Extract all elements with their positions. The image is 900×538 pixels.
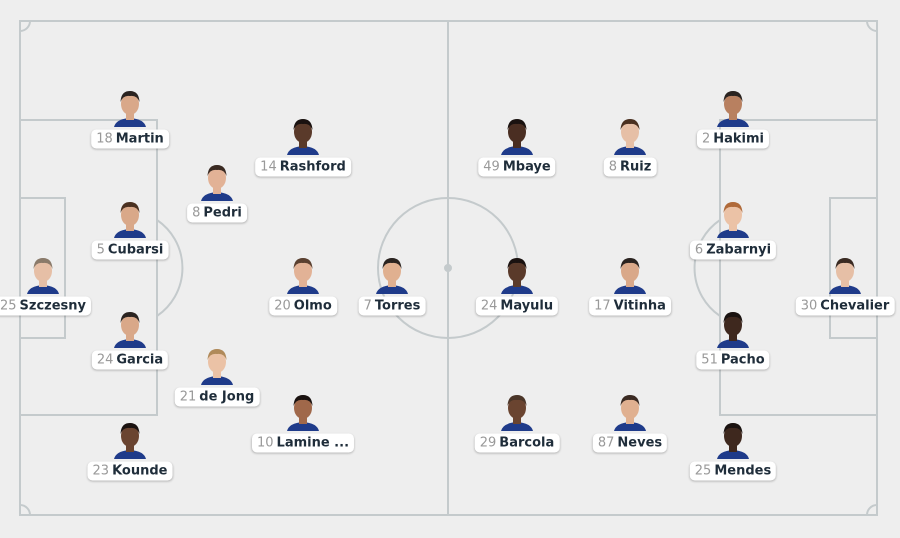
player-label[interactable]: 30 Chevalier: [795, 296, 895, 316]
player-name: Vitinha: [613, 298, 666, 314]
player-number: 10: [256, 435, 274, 451]
player-number: 30: [800, 298, 818, 314]
player-number: 49: [483, 159, 500, 175]
player-label[interactable]: 24 Mayulu: [475, 296, 559, 316]
player-name: Zabarnyi: [706, 242, 772, 258]
player-label[interactable]: 49 Mbaye: [478, 157, 556, 177]
player-photo: [114, 91, 146, 127]
player-number: 51: [701, 352, 718, 368]
player-name: Pacho: [720, 352, 765, 368]
player-number: 6: [694, 242, 704, 258]
player-number: 5: [96, 242, 105, 258]
player-number: 20: [274, 298, 291, 314]
player-name: Kounde: [112, 463, 168, 479]
player-number: 87: [597, 435, 615, 451]
player-photo: [614, 395, 646, 431]
player-photo: [717, 202, 749, 238]
player-label[interactable]: 10 Lamine ...: [251, 433, 355, 453]
player-name: Hakimi: [713, 131, 765, 147]
player-label[interactable]: 25 Mendes: [689, 461, 777, 481]
player-label[interactable]: 6 Zabarnyi: [689, 240, 777, 260]
player-photo: [201, 165, 233, 201]
left-penalty-arc: [156, 219, 184, 317]
player-label[interactable]: 8 Pedri: [187, 203, 247, 223]
player-photo: [829, 258, 861, 294]
player-label[interactable]: 21 de Jong: [174, 387, 260, 407]
player-photo: [717, 91, 749, 127]
player-photo: [614, 119, 646, 155]
player-photo: [717, 423, 749, 459]
player-name: de Jong: [199, 389, 255, 405]
player-number: 2: [701, 131, 711, 147]
player-number: 18: [96, 131, 113, 147]
player-name: Martin: [115, 131, 164, 147]
player-number: 21: [179, 389, 197, 405]
player-label[interactable]: 23 Kounde: [87, 461, 173, 481]
center-spot: [444, 264, 452, 272]
player-name: Chevalier: [820, 298, 890, 314]
player-name: Ruiz: [619, 159, 652, 175]
player-photo: [287, 119, 319, 155]
player-photo: [114, 423, 146, 459]
player-name: Neves: [617, 435, 663, 451]
player-label[interactable]: 2 Hakimi: [696, 129, 770, 149]
player-number: 8: [608, 159, 617, 175]
player-label[interactable]: 24 Garcia: [91, 350, 169, 370]
player-photo: [27, 258, 59, 294]
player-number: 25: [0, 298, 17, 314]
player-name: Garcia: [116, 352, 164, 368]
player-photo: [376, 258, 408, 294]
player-photo: [501, 395, 533, 431]
player-number: 24: [480, 298, 498, 314]
player-label[interactable]: 29 Barcola: [474, 433, 560, 453]
player-photo: [114, 202, 146, 238]
player-number: 14: [260, 159, 277, 175]
player-photo: [114, 312, 146, 348]
player-photo: [287, 395, 319, 431]
player-photo: [287, 258, 319, 294]
player-name: Szczesny: [19, 298, 87, 314]
player-label[interactable]: 8 Ruiz: [603, 157, 657, 177]
player-label[interactable]: 7 Torres: [358, 296, 426, 316]
player-label[interactable]: 87 Neves: [592, 433, 668, 453]
player-name: Torres: [374, 298, 421, 314]
player-number: 29: [479, 435, 497, 451]
player-name: Rashford: [279, 159, 346, 175]
player-photo: [614, 258, 646, 294]
player-name: Mendes: [714, 463, 772, 479]
player-photo: [201, 349, 233, 385]
player-photo: [501, 119, 533, 155]
right-penalty-arc: [693, 219, 721, 317]
player-photo: [501, 258, 533, 294]
player-name: Mayulu: [500, 298, 554, 314]
player-name: Mbaye: [502, 159, 551, 175]
player-number: 8: [192, 205, 201, 221]
player-label[interactable]: 20 Olmo: [269, 296, 337, 316]
player-name: Olmo: [293, 298, 332, 314]
left-goal-box: [19, 197, 66, 339]
player-label[interactable]: 17 Vitinha: [589, 296, 671, 316]
player-number: 24: [96, 352, 114, 368]
player-label[interactable]: 14 Rashford: [255, 157, 351, 177]
player-label[interactable]: 51 Pacho: [696, 350, 770, 370]
player-name: Lamine ...: [276, 435, 350, 451]
player-number: 17: [594, 298, 611, 314]
player-name: Pedri: [203, 205, 242, 221]
player-number: 25: [694, 463, 712, 479]
player-name: Barcola: [499, 435, 555, 451]
right-goal-box: [829, 197, 878, 339]
player-label[interactable]: 25 Szczesny: [0, 296, 92, 316]
player-label[interactable]: 5 Cubarsi: [91, 240, 169, 260]
player-number: 7: [363, 298, 372, 314]
corner-arcs: [19, 20, 878, 516]
player-name: Cubarsi: [107, 242, 164, 258]
player-label[interactable]: 18 Martin: [91, 129, 169, 149]
player-number: 23: [92, 463, 110, 479]
player-photo: [717, 312, 749, 348]
